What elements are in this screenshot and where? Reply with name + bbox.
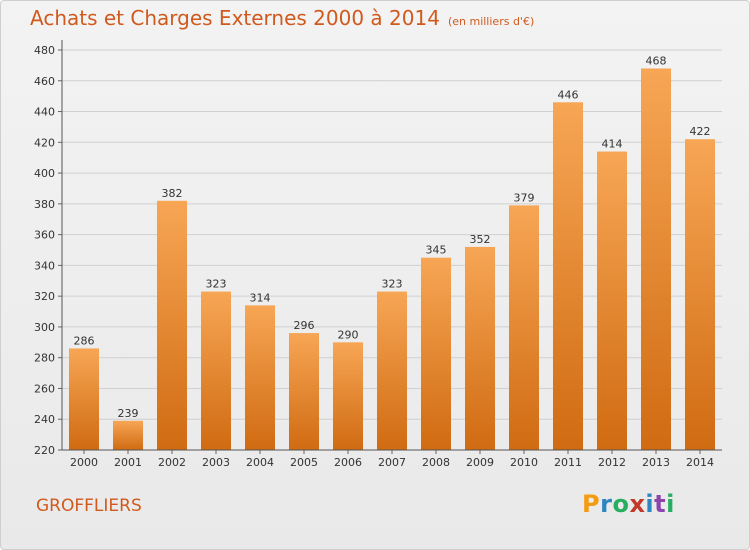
data-label: 296 — [294, 319, 315, 332]
x-axis-ticks: 2000 2001 2002 2003 2004 2005 2006 2007 2008 2009… — [70, 450, 714, 469]
x-tick-label: 2002 — [158, 456, 186, 469]
bar-2005 — [289, 333, 319, 450]
x-tick-label: 2006 — [334, 456, 362, 469]
x-tick-label: 2000 — [70, 456, 98, 469]
x-tick-label: 2009 — [466, 456, 494, 469]
y-tick-label: 320 — [34, 290, 55, 303]
bar-2001 — [113, 420, 143, 450]
y-tick-label: 400 — [34, 167, 55, 180]
x-tick-label: 2013 — [642, 456, 670, 469]
data-label: 323 — [206, 278, 227, 291]
commune-name: GROFFLIERS — [36, 496, 142, 516]
y-tick-label: 240 — [34, 413, 55, 426]
data-label: 352 — [470, 233, 491, 246]
x-tick-label: 2004 — [246, 456, 274, 469]
data-label: 414 — [602, 138, 623, 151]
unit-text: (en milliers d'€) — [447, 15, 535, 28]
bar-2014 — [685, 139, 715, 450]
y-tick-label: 300 — [34, 321, 55, 334]
y-tick-label: 220 — [34, 444, 55, 457]
data-label: 382 — [162, 187, 183, 200]
bar-2002 — [157, 200, 187, 450]
y-axis-ticks: 220 240 260 280 300 320 340 360 380 400 420 440 460 4… — [34, 44, 62, 457]
data-label: 446 — [558, 88, 579, 101]
data-label: 468 — [646, 54, 667, 67]
data-label: 379 — [514, 191, 535, 204]
x-tick-label: 2003 — [202, 456, 230, 469]
y-tick-label: 380 — [34, 198, 55, 211]
x-tick-label: 2008 — [422, 456, 450, 469]
x-tick-label: 2010 — [510, 456, 538, 469]
chart-title: Achats et Charges Externes 2000 à 2014 (e… — [30, 6, 534, 30]
bar-2010 — [509, 205, 539, 450]
y-tick-label: 460 — [34, 75, 55, 88]
x-tick-label: 2001 — [114, 456, 142, 469]
data-label: 286 — [74, 334, 95, 347]
axes — [61, 40, 722, 451]
data-label: 323 — [382, 278, 403, 291]
x-tick-label: 2014 — [686, 456, 714, 469]
proxiti-logo: Proxiti — [582, 490, 675, 518]
bar-2000 — [69, 348, 99, 450]
y-tick-label: 440 — [34, 106, 55, 119]
x-tick-label: 2011 — [554, 456, 582, 469]
y-tick-label: 480 — [34, 44, 55, 57]
x-tick-label: 2005 — [290, 456, 318, 469]
bar-2008 — [421, 257, 451, 450]
y-tick-label: 280 — [34, 352, 55, 365]
data-label: 345 — [426, 244, 447, 257]
bar-2012 — [597, 151, 627, 451]
bar-2007 — [377, 291, 407, 450]
data-label: 314 — [250, 291, 271, 304]
x-tick-label: 2007 — [378, 456, 406, 469]
bar-2003 — [201, 291, 231, 450]
bar-2009 — [465, 246, 495, 450]
data-label: 239 — [118, 407, 139, 420]
data-label: 422 — [690, 125, 711, 138]
data-label: 290 — [338, 328, 359, 341]
bar-2004 — [245, 305, 275, 450]
title-text: Achats et Charges Externes 2000 à 2014 — [30, 6, 440, 30]
y-tick-label: 420 — [34, 136, 55, 149]
x-tick-label: 2012 — [598, 456, 626, 469]
y-tick-label: 360 — [34, 229, 55, 242]
y-tick-label: 340 — [34, 259, 55, 272]
bar-2011 — [553, 102, 583, 451]
bar-2013 — [641, 68, 671, 450]
bars: 286 239 382 323 314 296 290 323 345 352 379 446 414 4… — [69, 54, 715, 451]
bar-2006 — [333, 342, 363, 450]
y-tick-label: 260 — [34, 382, 55, 395]
